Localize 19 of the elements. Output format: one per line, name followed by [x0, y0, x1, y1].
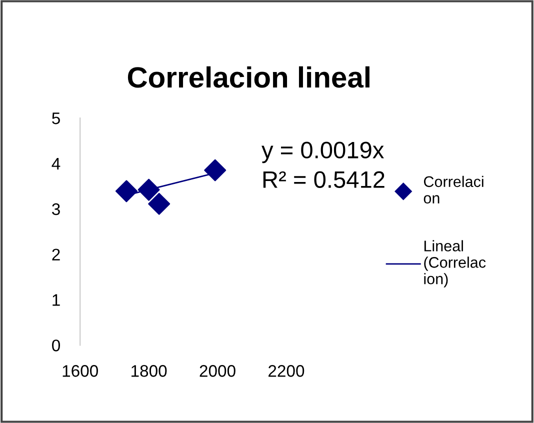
y-tick-label: 1	[52, 294, 60, 306]
x-tick-label: 1800	[132, 365, 167, 377]
chart-title: Correlacion lineal	[128, 66, 370, 88]
legend-label: Correlacion	[424, 176, 484, 204]
x-tick-label: 1600	[62, 365, 98, 377]
y-tick-label: 0	[52, 340, 60, 352]
point	[115, 180, 138, 202]
x-tick-label: 2000	[200, 365, 236, 377]
annotation: y = 0.0019x	[262, 142, 384, 164]
y-tick-label: 5	[52, 112, 60, 124]
x-tick-label: 2200	[268, 365, 304, 377]
point	[148, 192, 170, 215]
point	[204, 159, 226, 182]
point	[138, 178, 160, 201]
y-tick-label: 4	[52, 158, 60, 170]
y-tick-label: 3	[52, 203, 60, 216]
y-tick-label: 2	[52, 248, 60, 260]
annotation: R² = 0.5412	[263, 171, 384, 188]
legend-label: Lineal (Correlacion)	[424, 240, 486, 288]
